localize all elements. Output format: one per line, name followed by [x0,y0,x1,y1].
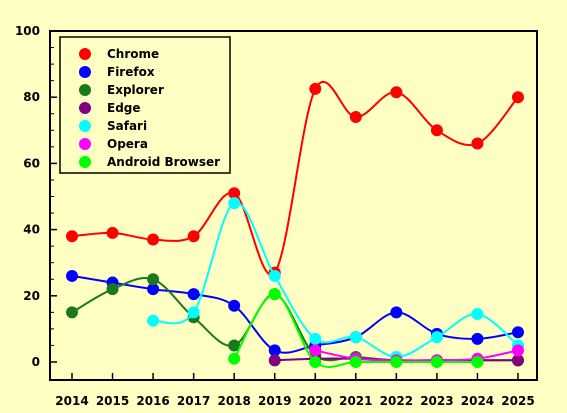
data-point-chrome [147,233,160,246]
series-opera [309,344,524,367]
data-point-firefox [147,283,160,296]
data-point-android-browser [228,352,241,365]
data-point-firefox [390,306,403,319]
legend-label-explorer: Explorer [107,83,164,97]
data-point-android-browser [471,356,484,368]
legend-label-firefox: Firefox [107,65,155,79]
x-tick-label: 2024 [461,394,494,408]
plot-frame [49,30,538,381]
data-point-opera [512,344,524,357]
series-line-explorer [71,277,518,362]
data-point-explorer [228,339,241,352]
legend: Chrome Firefox Explorer Edge Safari Opera Andr… [59,36,231,174]
data-point-android-browser [390,356,403,368]
data-point-chrome [390,86,403,99]
legend-label-opera: Opera [107,137,148,151]
legend-label-android-browser: Android Browser [107,155,220,169]
series-group [66,80,524,368]
data-point-safari [349,331,362,344]
data-point-chrome [106,226,119,239]
data-point-safari [268,269,281,282]
x-tick-label: 2020 [299,394,332,408]
data-point-chrome [228,187,241,200]
data-point-firefox [471,332,484,345]
data-point-firefox [66,269,78,282]
legend-label-chrome: Chrome [107,47,159,61]
legend-marker-opera [79,138,91,150]
data-point-chrome [66,230,78,243]
x-tick-label: 2018 [217,394,250,408]
x-tick-label: 2016 [136,394,169,408]
data-point-explorer [66,306,78,319]
data-point-chrome [309,82,322,95]
series-line-firefox [71,274,519,354]
data-point-firefox [187,288,200,301]
data-point-explorer [147,273,160,286]
data-point-android-browser [309,356,322,368]
data-point-safari [228,197,241,210]
legend-marker-edge [79,102,91,114]
data-point-chrome [512,91,524,104]
data-point-edge [512,354,524,367]
data-point-safari [471,308,484,321]
data-point-chrome [430,124,443,137]
y-tick-label: 20 [23,289,40,303]
data-point-firefox [268,344,281,357]
legend-label-edge: Edge [107,101,141,115]
data-point-safari [309,332,322,345]
y-tick-label: 40 [23,223,40,237]
legend-marker-firefox [79,66,91,78]
y-tick-label: 60 [23,156,40,170]
data-point-safari [147,314,160,327]
series-android-browser [228,288,484,368]
y-tick-label: 100 [15,24,40,38]
data-point-android-browser [430,356,443,368]
data-point-android-browser [268,288,281,301]
x-tick-label: 2017 [177,394,210,408]
data-point-android-browser [349,356,362,368]
x-tick-label: 2022 [380,394,413,408]
x-tick-label: 2015 [96,394,129,408]
data-point-chrome [349,111,362,124]
series-line-safari [152,202,519,359]
x-tick-label: 2023 [420,394,453,408]
axes: 0 20 40 60 80 100 2014 2015 2016 2017 2018 2019 2020… [15,24,538,408]
data-point-chrome [187,230,200,243]
data-point-firefox [512,326,524,339]
x-tick-label: 2014 [55,394,88,408]
data-point-edge [268,354,281,367]
y-tick-label: 0 [32,355,40,369]
data-point-explorer [106,283,119,296]
legend-label-safari: Safari [107,119,147,133]
data-point-chrome [471,137,484,150]
data-point-safari [430,331,443,344]
legend-marker-android-browser [79,156,91,168]
x-tick-label: 2025 [501,394,534,408]
legend-marker-explorer [79,84,91,96]
legend-marker-chrome [79,48,91,60]
data-point-safari [187,306,200,319]
x-tick-label: 2021 [339,394,372,408]
legend-marker-safari [79,120,91,132]
data-point-firefox [228,299,241,312]
data-point-opera [309,344,322,357]
series-safari [147,197,524,364]
y-tick-label: 80 [23,90,40,104]
x-tick-label: 2019 [258,394,291,408]
